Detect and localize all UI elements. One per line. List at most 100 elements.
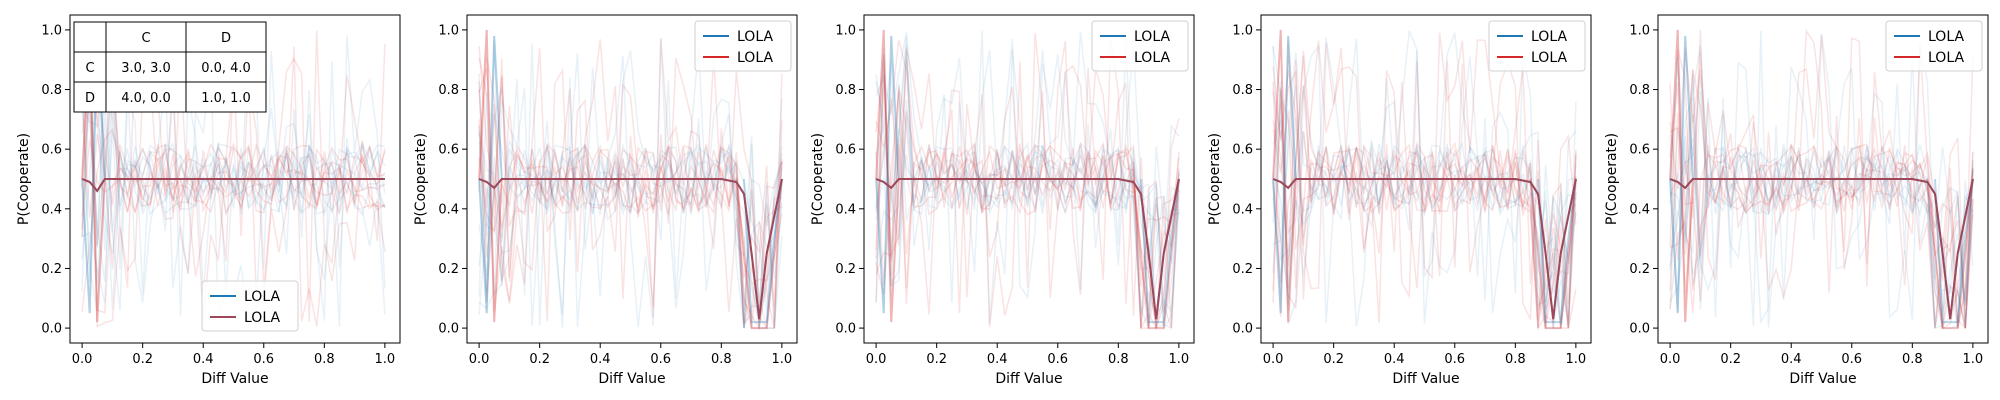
run-trace bbox=[478, 67, 783, 329]
plot-area bbox=[81, 29, 386, 329]
run-trace-dip bbox=[743, 178, 783, 324]
mean-line bbox=[875, 178, 1180, 320]
x-axis-label: Diff Value bbox=[1789, 371, 1856, 387]
table-row-header: C bbox=[85, 61, 94, 76]
run-trace-dip bbox=[1926, 178, 1974, 330]
run-trace bbox=[81, 61, 386, 282]
run-trace-dip bbox=[735, 178, 783, 330]
x-tick-label: 1.0 bbox=[1566, 352, 1587, 367]
run-trace-spike bbox=[1272, 29, 1297, 323]
run-trace bbox=[1272, 84, 1577, 329]
run-trace bbox=[478, 58, 783, 327]
run-trace bbox=[478, 40, 783, 329]
x-axis-label: Diff Value bbox=[1392, 371, 1459, 387]
legend-box bbox=[1885, 20, 1983, 72]
run-trace bbox=[81, 73, 386, 314]
table-row-header: D bbox=[85, 91, 95, 106]
y-tick-label: 0.8 bbox=[1629, 83, 1650, 98]
legend-label: LOLA bbox=[737, 29, 773, 45]
x-tick-label: 0.8 bbox=[711, 352, 732, 367]
x-tick-label: 0.4 bbox=[987, 352, 1008, 367]
run-trace-dip bbox=[1132, 178, 1180, 330]
run-trace bbox=[1272, 40, 1577, 329]
run-trace bbox=[1669, 136, 1974, 329]
plot-area bbox=[875, 29, 1180, 331]
y-tick-label: 0.2 bbox=[1232, 262, 1253, 277]
y-tick-label: 0.8 bbox=[438, 83, 459, 98]
y-tick-label: 0.4 bbox=[41, 202, 62, 217]
run-trace bbox=[81, 69, 386, 218]
plot-area bbox=[1669, 28, 1974, 330]
run-trace bbox=[1272, 146, 1577, 329]
run-trace-spike bbox=[875, 29, 900, 323]
x-axis-label: Diff Value bbox=[598, 371, 665, 387]
run-trace bbox=[478, 133, 783, 329]
run-trace-dip bbox=[1934, 178, 1974, 324]
y-tick-label: 0.0 bbox=[41, 322, 62, 337]
run-trace bbox=[1669, 114, 1974, 329]
legend-label: LOLA bbox=[244, 310, 280, 326]
run-trace bbox=[81, 32, 386, 327]
run-trace bbox=[875, 36, 1180, 329]
run-trace bbox=[1669, 28, 1974, 329]
run-trace bbox=[478, 130, 783, 329]
legend-label: LOLA bbox=[1928, 50, 1964, 66]
legend-box bbox=[694, 20, 792, 72]
y-tick-label: 0.4 bbox=[835, 202, 856, 217]
y-tick-label: 0.0 bbox=[1629, 322, 1650, 337]
run-trace bbox=[478, 38, 783, 329]
legend-box bbox=[1488, 20, 1586, 72]
run-trace bbox=[875, 59, 1180, 329]
x-tick-label: 0.0 bbox=[866, 352, 887, 367]
legend: LOLA LOLA bbox=[201, 280, 299, 332]
y-tick-label: 0.0 bbox=[835, 322, 856, 337]
x-axis-label: Diff Value bbox=[995, 371, 1062, 387]
run-trace-dip bbox=[1529, 178, 1577, 330]
x-tick-label: 0.0 bbox=[1263, 352, 1284, 367]
run-trace bbox=[1669, 145, 1974, 330]
run-trace bbox=[81, 90, 386, 312]
run-trace bbox=[875, 44, 1180, 280]
mean-line bbox=[1669, 178, 1974, 320]
run-trace bbox=[1272, 60, 1577, 329]
run-trace bbox=[875, 55, 1180, 287]
run-trace bbox=[875, 91, 1180, 329]
run-trace bbox=[1272, 85, 1577, 296]
x-tick-label: 0.6 bbox=[1444, 352, 1465, 367]
y-axis-label: P(Cooperate) bbox=[413, 133, 429, 225]
x-tick-label: 0.4 bbox=[193, 352, 214, 367]
y-tick-label: 0.6 bbox=[1629, 143, 1650, 158]
y-tick-label: 0.2 bbox=[835, 262, 856, 277]
run-trace-spike bbox=[478, 35, 503, 314]
x-tick-label: 0.6 bbox=[1047, 352, 1068, 367]
run-trace bbox=[478, 89, 783, 302]
y-tick-label: 0.0 bbox=[1232, 322, 1253, 337]
x-tick-label: 1.0 bbox=[772, 352, 793, 367]
run-trace bbox=[1272, 46, 1577, 323]
run-trace bbox=[81, 106, 386, 255]
y-tick-label: 1.0 bbox=[1629, 23, 1650, 38]
run-trace bbox=[875, 47, 1180, 329]
plot-area bbox=[478, 29, 783, 331]
x-tick-label: 1.0 bbox=[1963, 352, 1984, 367]
table-col-header: C bbox=[141, 31, 150, 46]
run-trace bbox=[1669, 91, 1974, 329]
y-tick-label: 0.8 bbox=[835, 83, 856, 98]
table-cell: 3.0, 3.0 bbox=[121, 61, 171, 76]
y-axis-label: P(Cooperate) bbox=[16, 133, 32, 225]
x-tick-label: 0.0 bbox=[72, 352, 93, 367]
x-tick-label: 0.6 bbox=[1841, 352, 1862, 367]
axes-frame bbox=[1260, 14, 1592, 344]
y-tick-label: 0.4 bbox=[1232, 202, 1253, 217]
y-tick-label: 1.0 bbox=[1232, 23, 1253, 38]
run-trace-spike bbox=[875, 35, 900, 314]
x-tick-label: 0.2 bbox=[132, 352, 153, 367]
x-tick-label: 0.2 bbox=[1720, 352, 1741, 367]
x-tick-label: 0.8 bbox=[1902, 352, 1923, 367]
x-tick-label: 0.4 bbox=[590, 352, 611, 367]
subplot-5: 0.0 0.2 0.4 0.6 0.8 1.0 0.0 0.2 0.4 0.6 0.8 1.0 Diff… bbox=[1604, 14, 1989, 387]
run-trace bbox=[875, 110, 1180, 331]
legend-label: LOLA bbox=[1134, 29, 1170, 45]
y-axis-label: P(Cooperate) bbox=[1604, 133, 1620, 225]
